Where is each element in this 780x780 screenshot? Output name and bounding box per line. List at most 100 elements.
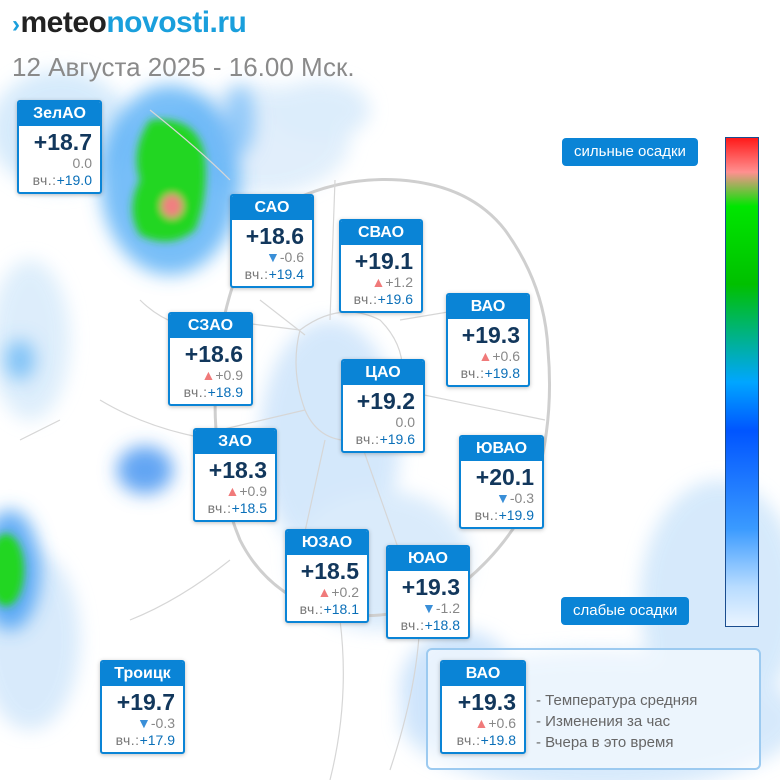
district-temperature: +18.3: [208, 457, 267, 483]
district-temperature: +20.1: [475, 464, 534, 490]
district-name: ЮВАО: [461, 437, 542, 461]
district-yesterday: вч.:+19.4: [232, 266, 312, 286]
change-value: +0.6: [488, 715, 516, 731]
district-name: ЦАО: [343, 361, 423, 385]
legend-sample-card: ВАО +19.3 ▲+0.6 вч.:+19.8: [440, 660, 526, 754]
yesterday-value: +18.9: [207, 384, 243, 400]
yesterday-value: +18.8: [424, 617, 460, 633]
district-yesterday: вч.:+19.8: [448, 365, 528, 385]
yesterday-label: вч.:: [115, 732, 140, 748]
legend-line-yesterday: - Вчера в это время: [536, 734, 674, 751]
yesterday-label: вч.:: [353, 291, 378, 307]
district-card-vao: ВАО +19.3 ▲+0.6 вч.:+19.8: [446, 293, 530, 387]
change-value: +0.9: [239, 483, 267, 499]
district-name: Троицк: [102, 662, 183, 686]
district-change: ▼-0.3: [102, 715, 183, 732]
triangle-down-icon: ▼: [496, 490, 510, 506]
district-card-yuzao: ЮЗАО +18.5 ▲+0.2 вч.:+18.1: [285, 529, 369, 623]
district-name: ЗелАО: [19, 102, 100, 126]
district-yesterday: вч.:+19.6: [341, 291, 421, 311]
district-change: ▼-1.2: [388, 600, 468, 617]
scale-label-light: слабые осадки: [561, 597, 690, 625]
district-name: ЮЗАО: [287, 531, 367, 555]
yesterday-label: вч.:: [400, 617, 425, 633]
yesterday-value: +19.8: [484, 365, 520, 381]
district-card-szao: СЗАО +18.6 ▲+0.9 вч.:+18.9: [168, 312, 253, 406]
yesterday-value: +19.4: [268, 266, 304, 282]
district-yesterday: вч.:+19.0: [19, 172, 100, 192]
change-value: 0.0: [72, 155, 92, 171]
legend-line-change: - Изменения за час: [536, 713, 671, 730]
district-yesterday: вч.:+19.8: [442, 732, 524, 752]
district-change: ▲+1.2: [341, 274, 421, 291]
district-yesterday: вч.:+18.9: [170, 384, 251, 404]
district-temperature: +19.3: [457, 689, 516, 715]
district-name: СВАО: [341, 221, 421, 245]
district-temperature: +19.1: [354, 248, 413, 274]
triangle-up-icon: ▲: [371, 274, 386, 290]
change-value: +0.6: [492, 348, 520, 364]
yesterday-value: +19.8: [480, 732, 516, 748]
district-change: ▼-0.3: [461, 490, 542, 507]
district-card-troitsk: Троицк +19.7 ▼-0.3 вч.:+17.9: [100, 660, 185, 754]
triangle-up-icon: ▲: [201, 367, 216, 383]
yesterday-label: вч.:: [460, 365, 485, 381]
legend-line-temperature: - Температура средняя: [536, 692, 698, 709]
district-name: ВАО: [442, 662, 524, 686]
yesterday-label: вч.:: [244, 266, 269, 282]
district-name: ВАО: [448, 295, 528, 319]
district-card-sao: САО +18.6 ▼-0.6 вч.:+19.4: [230, 194, 314, 288]
change-value: -0.3: [509, 490, 534, 506]
yesterday-label: вч.:: [474, 507, 499, 523]
forecast-datetime: 12 Августа 2025 - 16.00 Мск.: [12, 52, 355, 82]
yesterday-value: +19.9: [498, 507, 534, 523]
change-value: +0.9: [215, 367, 243, 383]
yesterday-value: +19.0: [56, 172, 92, 188]
yesterday-label: вч.:: [355, 431, 380, 447]
logo-text-novosti: novosti.ru: [106, 6, 247, 39]
logo-text-meteo: meteo: [20, 6, 107, 39]
district-temperature: +19.3: [461, 322, 520, 348]
triangle-down-icon: ▼: [422, 600, 436, 616]
district-card-yuvao: ЮВАО +20.1 ▼-0.3 вч.:+19.9: [459, 435, 544, 529]
district-yesterday: вч.:+19.9: [461, 507, 542, 527]
legend-explanations: - Температура средняя - Изменения за час…: [536, 690, 697, 753]
yesterday-value: +17.9: [139, 732, 175, 748]
district-card-zelao: ЗелАО +18.7 0.0 вч.:+19.0: [17, 100, 102, 194]
district-yesterday: вч.:+17.9: [102, 732, 183, 752]
logo-chevron-icon: ›: [12, 11, 20, 38]
district-change: ▲+0.6: [448, 348, 528, 365]
yesterday-value: +18.5: [231, 500, 267, 516]
change-value: +1.2: [385, 274, 413, 290]
district-card-yuao: ЮАО +19.3 ▼-1.2 вч.:+18.8: [386, 545, 470, 639]
district-temperature: +18.5: [300, 558, 359, 584]
district-yesterday: вч.:+19.6: [343, 431, 423, 451]
triangle-up-icon: ▲: [478, 348, 493, 364]
scale-label-heavy: сильные осадки: [562, 138, 698, 166]
triangle-up-icon: ▲: [317, 584, 332, 600]
district-temperature: +19.7: [116, 689, 175, 715]
district-name: СЗАО: [170, 314, 251, 338]
district-yesterday: вч.:+18.1: [287, 601, 367, 621]
district-card-svao: СВАО +19.1 ▲+1.2 вч.:+19.6: [339, 219, 423, 313]
district-change: ▲+0.9: [170, 367, 251, 384]
district-change: ▲+0.6: [442, 715, 524, 732]
site-logo[interactable]: ›meteonovosti.ru: [12, 6, 247, 40]
change-value: -1.2: [435, 600, 460, 616]
yesterday-value: +18.1: [323, 601, 359, 617]
change-value: 0.0: [395, 414, 415, 430]
yesterday-value: +19.6: [379, 431, 415, 447]
district-temperature: +18.6: [245, 223, 304, 249]
change-value: -0.3: [150, 715, 175, 731]
district-temperature: +18.7: [33, 129, 92, 155]
triangle-up-icon: ▲: [474, 715, 489, 731]
yesterday-label: вч.:: [456, 732, 481, 748]
district-change: ▲+0.9: [195, 483, 275, 500]
yesterday-label: вч.:: [299, 601, 324, 617]
district-yesterday: вч.:+18.5: [195, 500, 275, 520]
yesterday-label: вч.:: [32, 172, 57, 188]
district-yesterday: вч.:+18.8: [388, 617, 468, 637]
yesterday-label: вч.:: [207, 500, 232, 516]
district-card-cao: ЦАО +19.2 0.0 вч.:+19.6: [341, 359, 425, 453]
triangle-up-icon: ▲: [225, 483, 240, 499]
